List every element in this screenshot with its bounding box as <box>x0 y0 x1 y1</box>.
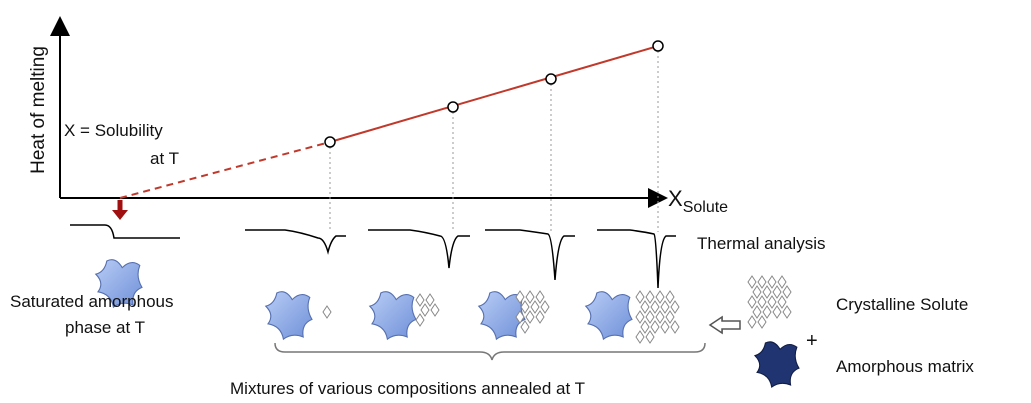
crystal <box>640 320 650 334</box>
crystal <box>665 310 675 324</box>
hollow-arrow <box>708 315 741 335</box>
crystal <box>635 330 645 344</box>
crystal <box>752 285 762 299</box>
crystal <box>650 300 660 314</box>
solubility-note: at T <box>150 149 179 168</box>
crystal <box>767 275 777 289</box>
extrapolation <box>119 141 331 199</box>
crystal <box>655 310 665 324</box>
crystal <box>322 305 332 319</box>
crystal <box>660 320 670 334</box>
crystal <box>645 330 655 344</box>
crystals <box>322 275 792 344</box>
crystalline-label: Crystalline Solute <box>836 295 968 314</box>
crystal <box>762 305 772 319</box>
crystal <box>747 315 757 329</box>
amorphous-blobs <box>95 259 633 340</box>
crystal <box>777 295 787 309</box>
points <box>324 40 664 148</box>
crystal <box>635 310 645 324</box>
amorphous-label: Amorphous matrix <box>836 357 974 376</box>
saturated-label: Saturated amorphous <box>10 292 174 311</box>
crystal <box>782 305 792 319</box>
plus-sign: + <box>806 330 818 352</box>
crystal <box>635 290 645 304</box>
crystal <box>650 320 660 334</box>
crystal <box>525 310 535 324</box>
thermal-curves <box>70 224 676 289</box>
thermal-label: Thermal analysis <box>697 234 826 253</box>
crystal <box>640 300 650 314</box>
crystal <box>757 315 767 329</box>
crystal <box>655 290 665 304</box>
crystal <box>530 300 540 314</box>
crystal <box>520 320 530 334</box>
crystal <box>757 295 767 309</box>
crystal <box>525 290 535 304</box>
crystal <box>520 300 530 314</box>
crystal <box>752 305 762 319</box>
crystal <box>747 275 757 289</box>
crystal <box>670 320 680 334</box>
crystal <box>645 290 655 304</box>
crystal <box>415 313 425 327</box>
trend-line <box>329 45 659 143</box>
crystal <box>772 285 782 299</box>
x-axis-label: XSolute <box>668 186 728 216</box>
saturated-label: phase at T <box>65 318 145 337</box>
crystal <box>660 300 670 314</box>
crystal <box>767 295 777 309</box>
solubility-note: X = Solubility <box>64 121 163 140</box>
crystal <box>757 275 767 289</box>
mixtures-label: Mixtures of various compositions anneale… <box>230 379 585 398</box>
crystal <box>425 293 435 307</box>
crystal <box>515 310 525 324</box>
y-axis-label: Heat of melting <box>28 46 49 174</box>
brace <box>274 342 706 361</box>
crystal <box>670 300 680 314</box>
crystal <box>430 303 440 317</box>
x-label-sub: Solute <box>683 199 728 216</box>
matrix-icon <box>754 341 800 388</box>
crystal <box>782 285 792 299</box>
crystal <box>762 285 772 299</box>
crystal <box>665 290 675 304</box>
red-arrowhead <box>112 210 128 220</box>
crystal <box>515 290 525 304</box>
crystal <box>777 275 787 289</box>
drop-lines <box>329 46 659 232</box>
crystal <box>645 310 655 324</box>
x-label-main: X <box>668 186 683 211</box>
crystal <box>415 293 425 307</box>
crystal <box>540 300 550 314</box>
crystal <box>535 310 545 324</box>
crystal <box>772 305 782 319</box>
crystal <box>747 295 757 309</box>
crystal <box>420 303 430 317</box>
crystal <box>535 290 545 304</box>
